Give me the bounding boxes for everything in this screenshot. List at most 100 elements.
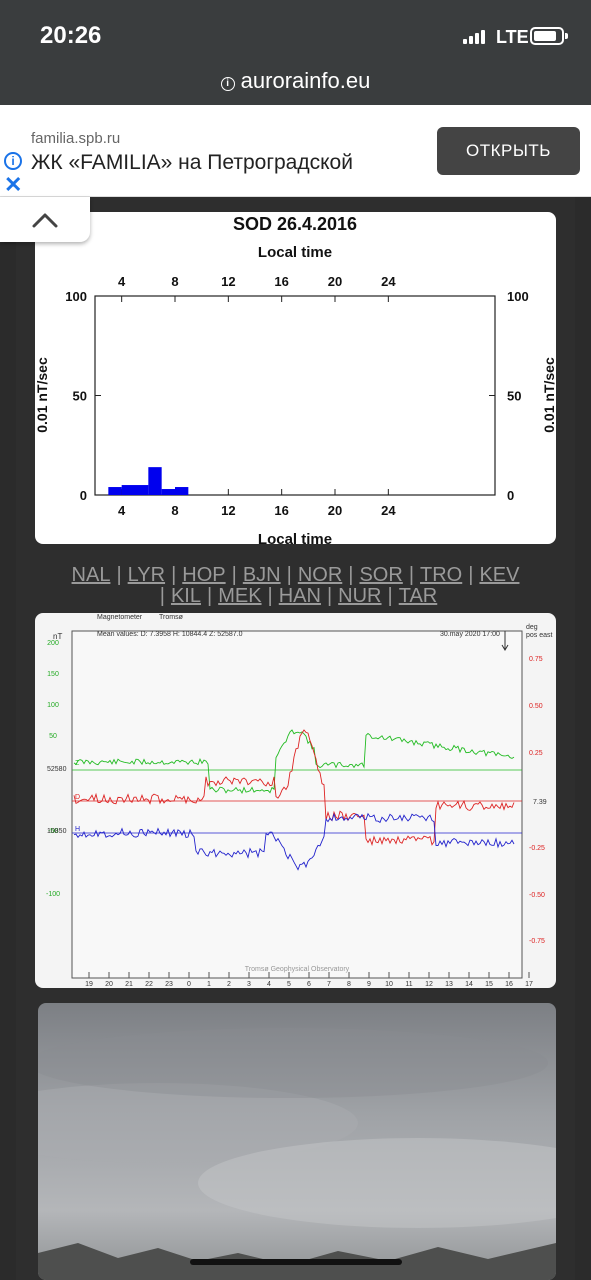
left-unit: nT [53,632,62,641]
hour-label: 10 [385,981,393,988]
x-tick-label-top: 4 [118,274,126,289]
x-tick-label: 12 [221,503,235,518]
station-link-kev[interactable]: KEV [479,564,520,586]
y-tick-label: 50 [73,389,87,404]
hour-label: 16 [505,981,513,988]
station-link-sor[interactable]: SOR [359,564,403,586]
x-tick-label-top: 24 [381,274,396,289]
x-tick-label: 8 [171,503,178,518]
x-tick-label-top: 8 [171,274,178,289]
left-tick-label: -50 [48,828,58,835]
x-axis-title: Local time [258,531,332,544]
histogram-bar [108,487,122,495]
station-link-lyr[interactable]: LYR [127,564,166,586]
x-tick-label-top: 16 [274,274,288,289]
station-link-bjn[interactable]: BJN [242,564,281,586]
battery-icon [530,27,568,45]
collapse-ad-button[interactable] [0,197,90,242]
right-tick-label: 0.25 [529,750,543,757]
magnetometer-card: Magnetometer Tromsø Mean values: D: 7.3958… [35,613,556,988]
chevron-up-icon [32,213,58,228]
chart-title: SOD 26.4.2016 [233,214,357,234]
hour-label: 8 [347,981,351,988]
ad-open-button[interactable]: ОТКРЫТЬ [437,127,580,175]
link-separator: | [387,585,393,607]
station-row: NAL | LYR | HOP | BJN | NOR | SOR | TRO | KEV [35,565,556,586]
header-station: Tromsø [159,614,184,621]
station-link-tro[interactable]: TRO [420,564,463,586]
station-row: | KIL | MEK | HAN | NUR | TAR [35,586,556,607]
arrow-head [501,644,509,651]
home-indicator[interactable] [190,1259,402,1265]
plot-frame [71,630,523,979]
hour-label: 0 [187,981,191,988]
right-unit: deg [526,624,538,631]
plot-footer: Tromsø Geophysical Observatory [245,966,350,973]
z-baseline-label: 52580 [47,766,67,773]
histogram-bar [175,487,189,495]
hour-label: 23 [165,981,173,988]
hour-label: 12 [425,981,433,988]
pulsation-chart: SOD 26.4.2016 Local time Local time 0.01 nT… [35,214,556,544]
info-icon[interactable]: i [4,152,22,170]
x-tick-label: 24 [381,503,396,518]
header-label: Magnetometer [97,614,143,621]
y-tick-label-right: 0 [507,488,514,503]
station-link-han[interactable]: HAN [278,585,321,607]
link-separator: | [326,585,333,607]
station-link-tar[interactable]: TAR [398,585,438,607]
y-tick-label: 100 [65,289,87,304]
site-info-icon[interactable]: i [220,77,235,91]
hour-label: 22 [145,981,153,988]
link-separator: | [267,585,273,607]
link-separator: | [468,564,474,586]
hour-label: 1 [207,981,211,988]
x-tick-label: 16 [274,503,288,518]
hour-label: 13 [445,981,453,988]
hour-label: 19 [85,981,93,988]
station-link-nur[interactable]: NUR [338,585,382,607]
hour-label: 21 [125,981,133,988]
right-tick-label: 0.50 [529,703,543,710]
left-tick-label: 150 [47,671,59,678]
station-link-nal[interactable]: NAL [71,564,111,586]
series-label-h: H [75,826,80,833]
ad-title[interactable]: ЖК «FAMILIA» на Петроградской [31,151,353,174]
close-icon[interactable]: ✕ [4,172,23,197]
station-link-kil[interactable]: KIL [170,585,201,607]
magnetometer-plot: Magnetometer Tromsø Mean values: D: 7.3958… [46,614,553,988]
ad-domain: familia.spb.ru [31,130,121,147]
hour-label: 2 [227,981,231,988]
y-axis-title: 0.01 nT/sec [35,357,50,433]
hour-label: 9 [367,981,371,988]
address-bar[interactable]: i aurorainfo.eu [0,68,591,94]
y-tick-label-right: 100 [507,289,529,304]
left-tick-label: -100 [46,891,60,898]
station-link-hop[interactable]: HOP [182,564,226,586]
station-link-nor[interactable]: NOR [297,564,343,586]
h-baseline-label: 10850 [47,828,67,835]
link-separator: | [171,564,177,586]
hour-label: 4 [267,981,271,988]
browser-top-bar: 20:26 LTE i aurorainfo.eu [0,0,591,105]
url-text: aurorainfo.eu [240,68,371,93]
link-separator: | [116,564,122,586]
x-tick-label: 4 [118,503,126,518]
y-tick-label-right: 50 [507,389,521,404]
plot-date: 30.may 2020 17:00 [440,631,500,638]
left-tick-label: 200 [47,640,59,647]
station-links: NAL | LYR | HOP | BJN | NOR | SOR | TRO | KEV | KIL | MEK |… [35,565,556,607]
signal-icon [463,30,489,44]
top-axis-title: Local time [258,244,332,261]
station-link-mek[interactable]: MEK [218,585,262,607]
sky-photo-image [38,1028,556,1280]
status-time: 20:26 [40,22,102,49]
link-separator: | [408,564,415,586]
mean-values: Mean values: D: 7.3958 H: 10844.4 Z: 525… [97,631,243,638]
link-separator: | [348,564,354,586]
plot-frame [94,295,496,496]
y-axis-title-right: 0.01 nT/sec [541,357,556,433]
hour-label: 14 [465,981,473,988]
hour-label: 6 [307,981,311,988]
hour-label: 15 [485,981,493,988]
